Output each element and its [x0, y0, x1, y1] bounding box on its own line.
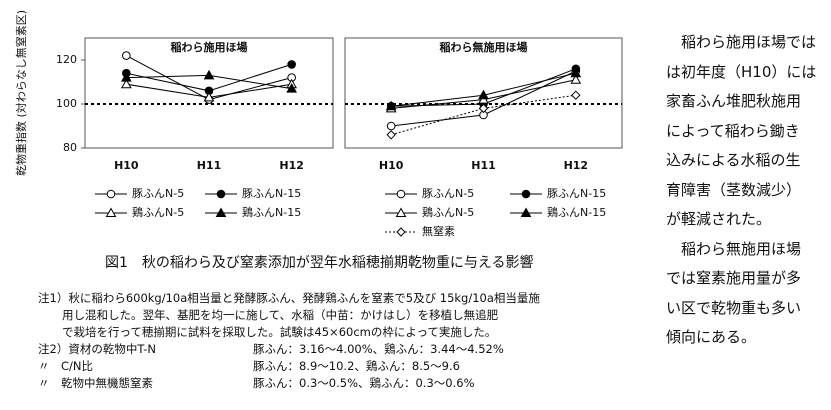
- x-tick-label: H11: [197, 159, 222, 172]
- legend-label: 鶏ふんN-15: [242, 205, 301, 219]
- legend-label: 豚ふんN-5: [422, 187, 474, 200]
- note-row: 注2）資材の乾物中T-N 豚ふん：3.16～4.00%、鶏ふん：3.44～4.52…: [38, 341, 540, 358]
- side-line: 傾向にある。: [666, 328, 757, 346]
- legend-marker: [396, 189, 406, 199]
- y-tick-label: 100: [56, 97, 77, 110]
- side-line: 家畜ふん堆肥秋施用: [666, 92, 802, 110]
- note-line: 用し混和した。翌年、基肥を均一に施して、水稲（中苗：かけはし）を移植し無追肥: [62, 308, 499, 322]
- note-cell: 豚ふん：8.9～10.2、鶏ふん：8.5～9.6: [253, 359, 460, 373]
- plot-frame: [84, 37, 334, 149]
- side-line: は初年度（H10）には: [666, 62, 817, 81]
- marker: [478, 103, 489, 114]
- marker: [386, 121, 396, 131]
- note-cell: 〃 C/N比: [38, 359, 94, 373]
- note-row: 〃 C/N比 豚ふん：8.9～10.2、鶏ふん：8.5～9.6: [38, 358, 540, 375]
- side-text: 稲わら施用ほ場ではは初年度（H10）には 家畜ふん堆肥秋施用 によって稲わら鋤き 込み…: [666, 28, 816, 353]
- legend-marker: [520, 207, 532, 217]
- notes: 注1）秋に稲わら600kg/10a相当量と発酵豚ふん、発酵鶏ふんを窒素で5及び …: [38, 290, 540, 392]
- side-line: 込みによる水稲の生: [666, 151, 801, 169]
- x-tick-label: H12: [564, 159, 589, 172]
- x-tick-label: H10: [114, 159, 139, 172]
- legend-marker: [215, 207, 227, 217]
- legend-label: 豚ふんN-5: [132, 187, 184, 200]
- note-line: で栽培を行って穂揃期に試料を採取した。試験は45×60cmの枠によって実施した。: [62, 325, 497, 339]
- legend-label: 鶏ふんN-5: [132, 205, 184, 219]
- note-cell: 豚ふん：3.16～4.00%、鶏ふん：3.44～4.52%: [253, 342, 504, 356]
- marker: [570, 74, 582, 84]
- caption: 図1 秋の稲わら及び窒素添加が翌年水稲穂揃期乾物重に与える影響: [105, 255, 534, 271]
- marker: [122, 51, 131, 60]
- marker: [120, 78, 132, 89]
- chart-title: 稲わら無施用ほ場: [440, 40, 528, 54]
- legend-marker: [105, 207, 117, 217]
- note-cell: 豚ふん：0.3～0.5%、鶏ふん：0.3～0.6%: [253, 376, 475, 390]
- note-cell: 〃 乾物中無機態窒素: [38, 376, 153, 390]
- note-row: 〃 乾物中無機態窒素 豚ふん：0.3～0.5%、鶏ふん：0.3～0.6%: [38, 375, 540, 392]
- legend-label: 豚ふんN-15: [547, 187, 606, 200]
- marker: [478, 89, 489, 100]
- legend-label: 豚ふんN-15: [242, 187, 301, 200]
- legend-label: 鶏ふんN-5: [422, 205, 474, 219]
- marker: [287, 60, 296, 69]
- y-tick-label: 120: [56, 53, 77, 66]
- y-axis-label: 乾物重指数 (対わらなし無窒素区): [14, 10, 28, 176]
- plot-frame: [344, 37, 623, 149]
- chart-title: 稲わら施用ほ場: [171, 40, 248, 54]
- legend-marker: [521, 189, 531, 199]
- y-tick-label: 80: [63, 141, 77, 154]
- marker: [385, 100, 397, 111]
- marker: [571, 90, 581, 100]
- note-line: 注1）秋に稲わら600kg/10a相当量と発酵豚ふん、発酵鶏ふんを窒素で5及び …: [38, 291, 540, 305]
- x-tick-label: H12: [279, 159, 304, 172]
- marker: [286, 83, 298, 93]
- legend-marker: [106, 189, 116, 199]
- x-tick-label: H10: [379, 159, 404, 172]
- charts: 稲わら施用ほ場 乾物重指数 (対わらなし無窒素区) 80 100 120 H10 H11 H1…: [14, 10, 623, 238]
- legend-marker: [395, 207, 407, 217]
- side-line: が軽減された。: [666, 210, 772, 228]
- legend-marker: [396, 227, 406, 237]
- marker: [203, 91, 215, 102]
- legend-label: 鶏ふんN-15: [547, 205, 606, 219]
- marker: [570, 67, 582, 78]
- note-cell: 注2）資材の乾物中T-N: [38, 342, 157, 356]
- side-line: では窒素施用量が多: [666, 269, 802, 287]
- legend-marker: [216, 189, 226, 199]
- side-line: 育障害（茎数減少）: [666, 180, 802, 199]
- x-tick-label: H11: [471, 159, 496, 172]
- marker: [120, 72, 132, 82]
- side-line: い区で乾物重も多い: [666, 298, 802, 317]
- marker: [386, 130, 396, 140]
- side-line: 稲わら無施用ほ場: [681, 239, 802, 258]
- legend-label: 無窒素: [422, 224, 455, 238]
- side-line: によって稲わら鋤き: [666, 121, 800, 140]
- marker: [203, 69, 215, 80]
- side-line: 稲わら施用ほ場では: [681, 33, 817, 51]
